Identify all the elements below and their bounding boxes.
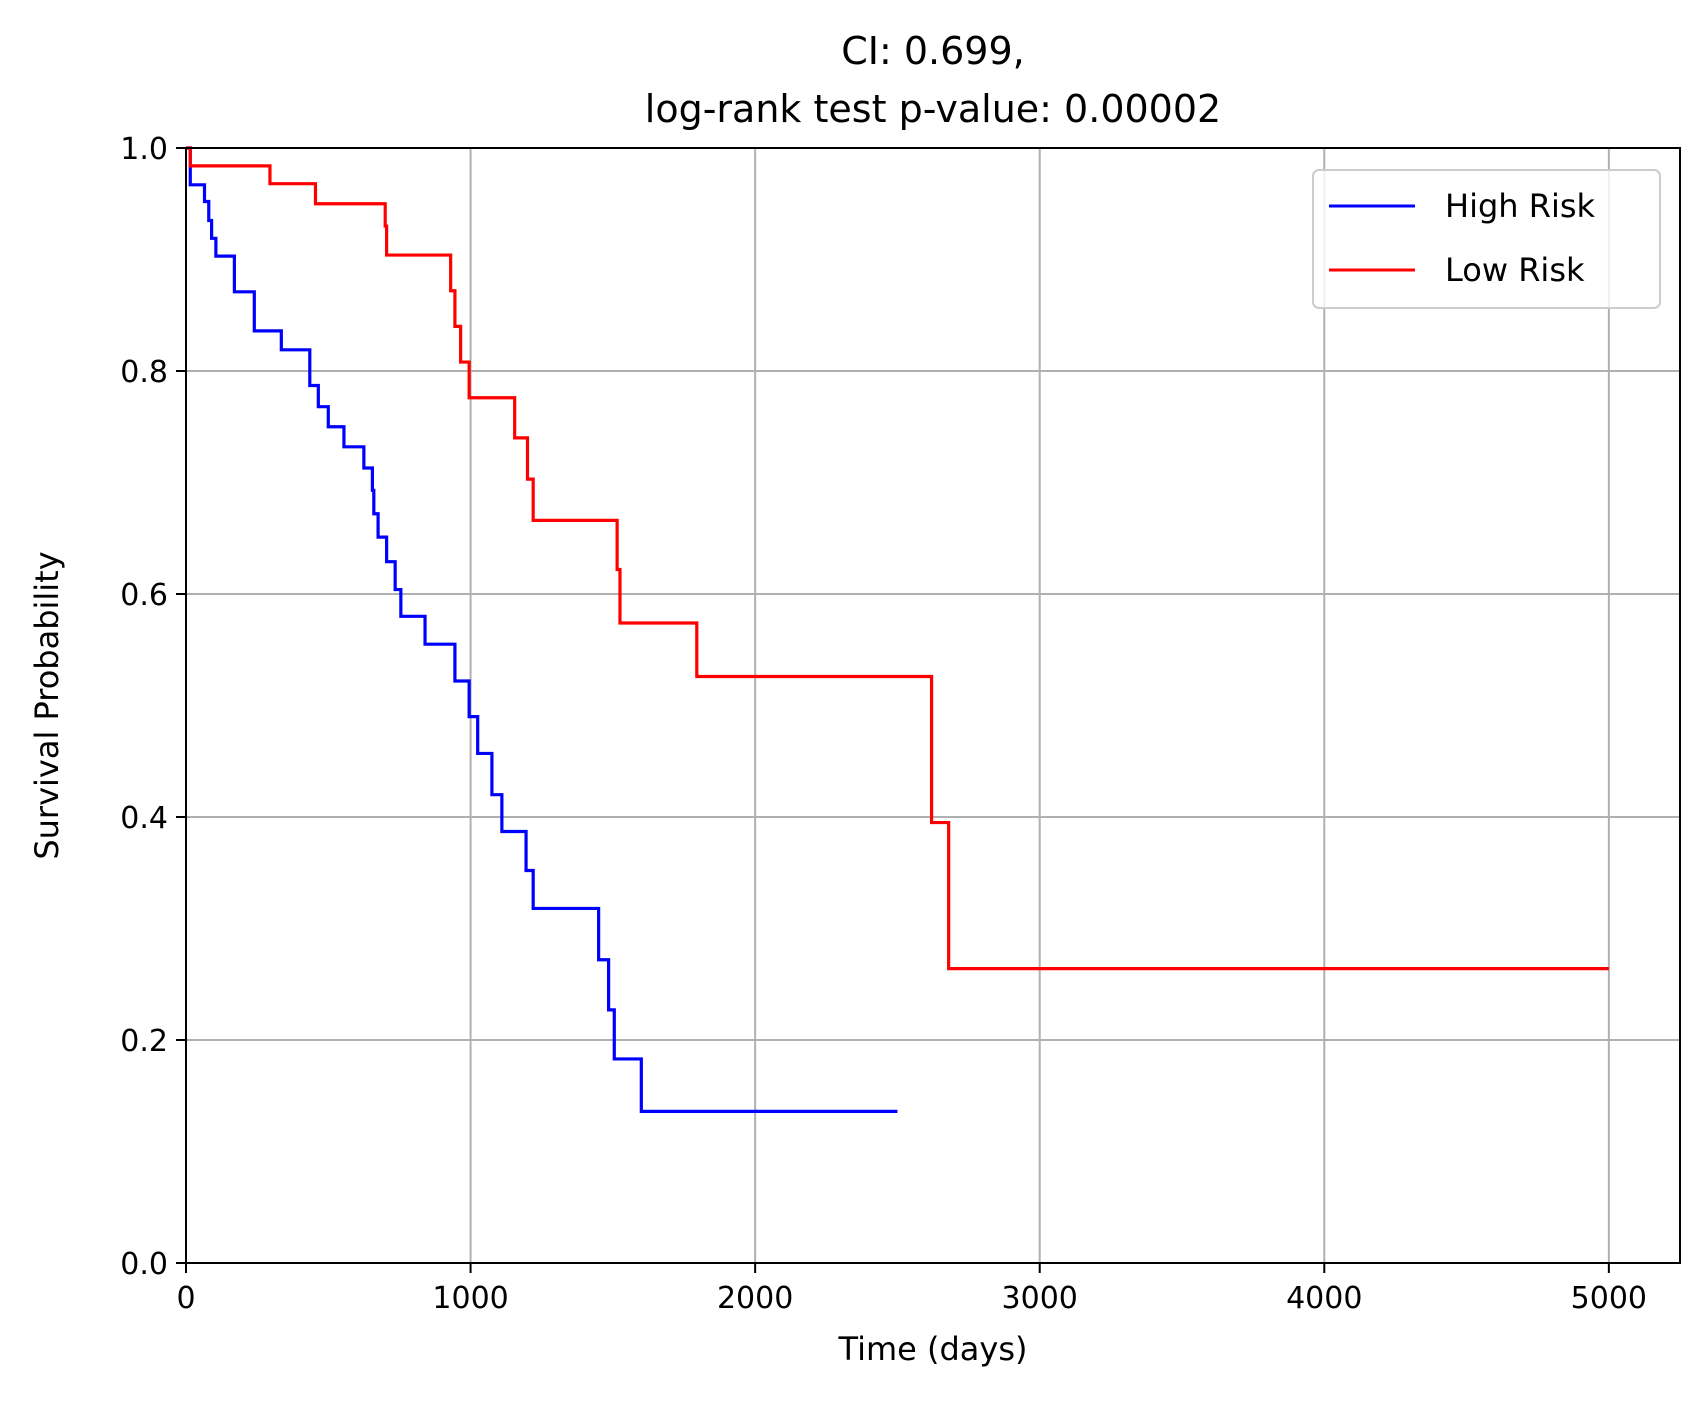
x-tick-label: 4000 [1286, 1281, 1362, 1316]
y-axis-label: Survival Probability [28, 551, 66, 859]
series-line-low-risk [186, 146, 1609, 971]
x-axis-label: Time (days) [838, 1330, 1028, 1368]
axis-ticks: 0 1000 2000 3000 4000 5000 0.0 0.2 0.4 0.6 0.8 1.0 [120, 132, 1647, 1316]
legend-label-high-risk: High Risk [1445, 187, 1596, 225]
y-tick-label: 0.8 [120, 355, 168, 390]
y-tick-label: 0.4 [120, 801, 168, 836]
chart-title-line-2: log-rank test p-value: 0.00002 [645, 87, 1221, 131]
series-lines [186, 146, 1609, 1113]
y-tick-label: 1.0 [120, 132, 168, 167]
x-tick-label: 0 [176, 1281, 195, 1316]
x-tick-label: 1000 [432, 1281, 508, 1316]
x-tick-label: 3000 [1002, 1281, 1078, 1316]
legend: High Risk Low Risk [1312, 169, 1661, 309]
legend-label-low-risk: Low Risk [1445, 251, 1585, 289]
plot-frame [185, 147, 1681, 1264]
y-tick-label: 0.0 [120, 1247, 168, 1282]
chart-title-line-1: CI: 0.699, [841, 29, 1025, 73]
y-tick-label: 0.6 [120, 578, 168, 613]
y-tick-label: 0.2 [120, 1024, 168, 1059]
series-line-high-risk [186, 146, 898, 1113]
x-tick-label: 5000 [1571, 1281, 1647, 1316]
x-tick-label: 2000 [717, 1281, 793, 1316]
